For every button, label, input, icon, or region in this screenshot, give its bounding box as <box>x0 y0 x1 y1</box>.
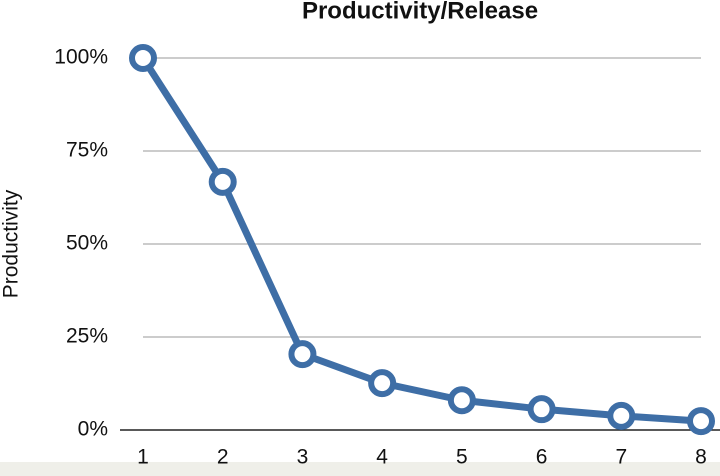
x-tick-label: 3 <box>297 446 309 469</box>
point <box>527 395 556 424</box>
point <box>288 340 317 369</box>
plot <box>129 44 715 436</box>
x-tick-label: 1 <box>137 446 149 469</box>
y-tick-label: 50% <box>66 232 108 255</box>
point <box>368 369 397 398</box>
y-axis-label: Productivity <box>0 189 23 298</box>
x-tick-label: 7 <box>615 446 627 469</box>
point <box>687 407 715 436</box>
x-tick-label: 8 <box>695 446 707 469</box>
x-tick-label: 5 <box>456 446 468 469</box>
x-tick-label: 6 <box>536 446 548 469</box>
point <box>447 386 476 415</box>
point <box>129 44 157 72</box>
point <box>208 167 237 196</box>
x-tick-label: 2 <box>217 446 229 469</box>
grid: 0% 25% 50% 75% 100% 1 2 3 4 5 6 7 8 <box>54 46 707 469</box>
y-tick-label: 0% <box>78 418 108 441</box>
y-tick-label: 75% <box>66 139 108 162</box>
x-tick-label: 4 <box>376 446 388 469</box>
bottom-strip <box>0 462 720 476</box>
line <box>140 56 702 425</box>
y-tick-label: 100% <box>54 46 108 69</box>
point <box>607 401 636 430</box>
chart-title: Productivity/Release <box>302 0 538 24</box>
y-tick-label: 25% <box>66 325 108 348</box>
